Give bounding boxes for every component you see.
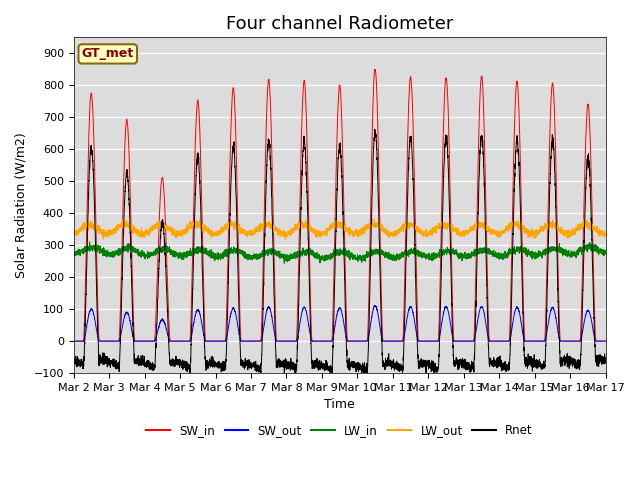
- Rnet: [165, 351, 173, 357]
- Legend: SW_in, SW_out, LW_in, LW_out, Rnet: SW_in, SW_out, LW_in, LW_out, Rnet: [141, 420, 538, 442]
- LW_out: [602, 233, 609, 239]
- SW_in: [489, 338, 497, 344]
- LW_out: [602, 232, 609, 238]
- SW_out: [602, 338, 609, 344]
- SW_out: [601, 338, 609, 344]
- SW_out: [165, 337, 173, 343]
- SW_in: [429, 338, 437, 344]
- SW_out: [70, 338, 77, 344]
- Rnet: [429, 365, 437, 371]
- Rnet: [280, 373, 288, 379]
- SW_out: [429, 338, 437, 344]
- LW_out: [282, 236, 289, 242]
- Text: GT_met: GT_met: [82, 48, 134, 60]
- Rnet: [602, 356, 609, 361]
- LW_out: [320, 231, 328, 237]
- SW_in: [602, 338, 609, 344]
- LW_out: [429, 228, 437, 233]
- Line: LW_in: LW_in: [74, 242, 605, 263]
- SW_out: [459, 338, 467, 344]
- LW_out: [165, 228, 173, 233]
- Title: Four channel Radiometer: Four channel Radiometer: [226, 15, 453, 33]
- X-axis label: Time: Time: [324, 398, 355, 411]
- Rnet: [70, 359, 77, 365]
- SW_in: [371, 66, 379, 72]
- SW_in: [320, 338, 328, 344]
- LW_in: [70, 251, 77, 257]
- SW_in: [459, 338, 467, 344]
- SW_in: [165, 327, 173, 333]
- LW_in: [489, 248, 497, 254]
- SW_in: [70, 338, 77, 344]
- Y-axis label: Solar Radiation (W/m2): Solar Radiation (W/m2): [15, 132, 28, 278]
- Rnet: [602, 356, 609, 362]
- LW_in: [602, 248, 609, 254]
- Line: LW_out: LW_out: [74, 219, 605, 239]
- Rnet: [320, 362, 328, 368]
- LW_in: [86, 239, 93, 245]
- LW_out: [70, 231, 77, 237]
- Rnet: [371, 126, 379, 132]
- Rnet: [489, 359, 497, 364]
- Line: SW_in: SW_in: [74, 69, 605, 341]
- LW_in: [280, 260, 288, 266]
- LW_in: [459, 253, 467, 259]
- LW_out: [489, 227, 497, 233]
- SW_out: [371, 303, 379, 309]
- LW_in: [166, 248, 173, 254]
- SW_out: [489, 338, 497, 344]
- Rnet: [459, 360, 467, 365]
- Line: Rnet: Rnet: [74, 129, 605, 376]
- LW_out: [459, 231, 467, 237]
- Line: SW_out: SW_out: [74, 306, 605, 341]
- LW_in: [429, 254, 437, 260]
- SW_in: [601, 338, 609, 344]
- SW_out: [320, 338, 328, 344]
- LW_in: [602, 251, 609, 257]
- LW_out: [580, 216, 588, 222]
- LW_in: [320, 255, 328, 261]
